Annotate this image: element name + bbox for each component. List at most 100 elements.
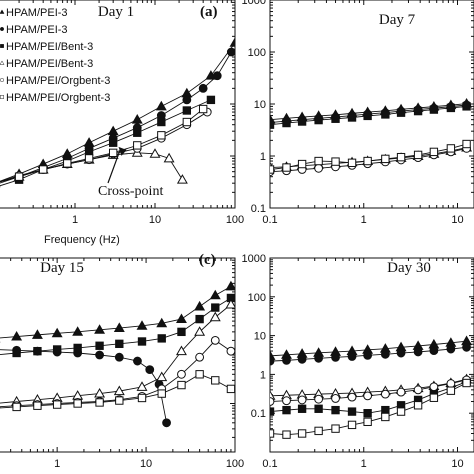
- data-point-circle-filled: [226, 47, 235, 57]
- y-tick-label: 1000: [242, 253, 266, 265]
- data-point-circle-filled: [95, 350, 104, 360]
- legend-label: HPAM/PEI-3: [6, 24, 68, 36]
- data-point-triangle-open: [209, 311, 221, 322]
- data-point-square-open: [396, 152, 406, 162]
- data-point-square-filled: [211, 303, 220, 312]
- data-point-square-filled: [270, 120, 275, 129]
- data-point-circle-filled: [413, 347, 423, 357]
- legend-label: HPAM/PEI/Orgbent-3: [6, 75, 110, 87]
- data-point-square-open: [314, 426, 323, 436]
- data-point-square-filled: [115, 339, 124, 349]
- data-point-square-open: [381, 412, 390, 422]
- data-point-circle-filled: [429, 346, 439, 356]
- data-point-square-filled: [347, 407, 357, 416]
- data-point-circle-open: [297, 395, 307, 405]
- annotation-arrow: [107, 148, 122, 184]
- data-point-triangle-filled: [136, 320, 148, 330]
- data-point-square-filled: [133, 128, 142, 137]
- data-point-circle-open: [314, 163, 324, 173]
- x-tick-label: 10: [451, 214, 463, 226]
- data-point-square-open: [363, 156, 372, 166]
- legend-label: HPAM/PEI/Orgbent-3: [6, 92, 110, 104]
- legend-marker: [0, 44, 4, 48]
- data-point-square-filled: [413, 106, 423, 116]
- panel-label: (c): [199, 252, 216, 268]
- data-point-square-filled: [282, 405, 291, 415]
- data-point-square-filled: [33, 346, 42, 356]
- data-point-square-open: [314, 156, 323, 166]
- data-point-triangle-open: [156, 371, 168, 382]
- data-point-square-open: [331, 424, 340, 433]
- data-point-triangle-open: [225, 298, 235, 309]
- data-point-square-open: [52, 400, 62, 409]
- data-point-circle-filled: [396, 348, 406, 358]
- data-point-square-open: [73, 399, 82, 408]
- data-point-square-open: [63, 159, 72, 168]
- annotation-arrowhead: [118, 146, 127, 156]
- series-layer: [0, 280, 235, 428]
- data-point-triangle-filled: [72, 326, 84, 336]
- data-point-square-open: [297, 159, 307, 169]
- legend-marker: [0, 95, 4, 99]
- data-point-square-open: [429, 147, 439, 157]
- x-tick-label: 0.1: [262, 214, 277, 226]
- legend-label: HPAM/PEI-3: [6, 7, 68, 19]
- data-point-square-open: [462, 139, 471, 149]
- data-point-triangle-filled: [156, 317, 168, 328]
- data-point-square-open: [84, 154, 94, 163]
- data-point-circle-filled: [363, 350, 373, 360]
- data-point-square-open: [14, 172, 24, 181]
- data-point-triangle-filled: [176, 313, 187, 324]
- annotation-label: Cross-point: [98, 184, 163, 199]
- data-point-circle-open: [446, 379, 456, 388]
- data-point-square-filled: [331, 405, 340, 415]
- panel-title: Day 15: [40, 260, 84, 276]
- data-point-circle-open: [380, 389, 390, 399]
- x-tick-label: 1: [361, 214, 367, 226]
- data-point-circle-filled: [446, 344, 456, 354]
- x-tick-label: 1: [54, 458, 60, 470]
- x-tick-label: 10: [140, 458, 152, 470]
- y-tick-label: 0.1: [251, 408, 266, 420]
- legend-marker: [0, 60, 5, 65]
- plot-frame: [269, 0, 474, 209]
- data-point-square-open: [33, 401, 42, 410]
- data-point-triangle-filled: [131, 114, 143, 124]
- data-point-square-filled: [331, 114, 340, 123]
- data-point-square-filled: [396, 108, 406, 117]
- data-point-circle-filled: [270, 356, 275, 366]
- data-point-square-open: [137, 393, 147, 403]
- data-point-square-filled: [157, 334, 166, 343]
- panel-label: (a): [200, 4, 218, 20]
- data-point-circle-filled: [212, 71, 222, 81]
- data-point-circle-filled: [282, 355, 291, 365]
- data-point-square-open: [133, 141, 142, 150]
- data-point-square-open: [347, 420, 357, 430]
- data-point-triangle-open: [176, 174, 188, 184]
- y-tick-label: 10: [254, 99, 266, 111]
- data-point-square-open: [347, 158, 357, 167]
- data-point-triangle-filled: [31, 329, 43, 339]
- data-point-square-filled: [270, 407, 275, 416]
- legend: HPAM/PEI-3 HPAM/PEI-3 HPAM/PEI/Bent-3 HPAM/…: [0, 7, 110, 104]
- x-tick-label: 1: [72, 214, 78, 226]
- data-point-square-filled: [206, 95, 216, 105]
- data-point-square-filled: [137, 337, 147, 346]
- data-point-square-open: [446, 144, 456, 153]
- data-point-square-open: [182, 117, 192, 127]
- panel-title: Day 30: [387, 260, 431, 276]
- data-point-circle-filled: [133, 356, 142, 366]
- data-point-triangle-filled: [51, 327, 63, 338]
- data-point-circle-filled: [182, 95, 192, 105]
- data-point-circle-open: [177, 369, 186, 379]
- data-point-square-filled: [429, 105, 439, 114]
- data-point-circle-filled: [297, 354, 307, 364]
- x-tick-label: 1: [361, 458, 367, 470]
- y-tick-label: 0.1: [251, 203, 266, 215]
- data-point-square-open: [198, 104, 208, 114]
- data-point-square-open: [95, 398, 104, 407]
- data-point-triangle-filled: [194, 300, 206, 311]
- data-point-square-open: [282, 163, 291, 172]
- panel-title: Day 7: [379, 12, 416, 28]
